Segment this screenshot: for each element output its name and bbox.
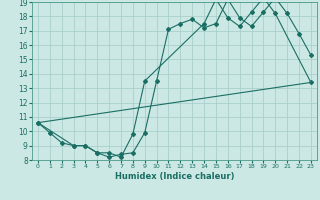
X-axis label: Humidex (Indice chaleur): Humidex (Indice chaleur) <box>115 172 234 181</box>
